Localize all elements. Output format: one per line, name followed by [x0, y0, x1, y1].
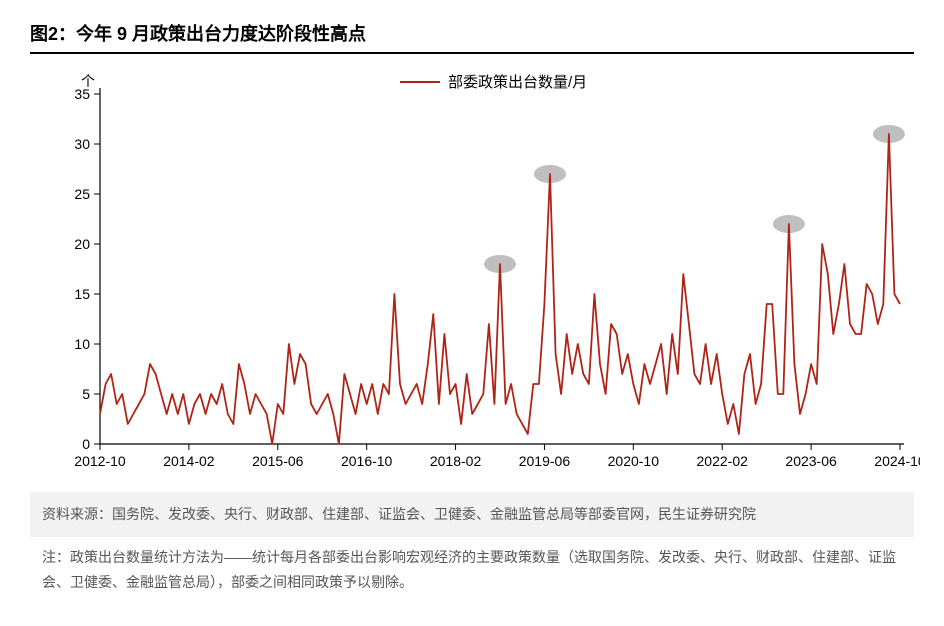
- line-chart: 05101520253035个2012-102014-022015-062016…: [30, 64, 920, 484]
- y-tick-label: 0: [82, 436, 90, 452]
- legend-label: 部委政策出台数量/月: [448, 74, 587, 91]
- y-unit-label: 个: [81, 73, 95, 89]
- x-tick-label: 2022-02: [697, 453, 749, 469]
- source-text: 资料来源：国务院、发改委、央行、财政部、住建部、证监会、卫健委、金融监管总局等部…: [42, 506, 756, 522]
- x-tick-label: 2020-10: [608, 453, 660, 469]
- x-tick-label: 2016-10: [341, 453, 393, 469]
- y-tick-label: 10: [74, 336, 90, 352]
- y-tick-label: 15: [74, 286, 90, 302]
- figure-title-row: 图2：今年 9 月政策出台力度达阶段性高点: [30, 20, 914, 54]
- source-block: 资料来源：国务院、发改委、央行、财政部、住建部、证监会、卫健委、金融监管总局等部…: [30, 492, 914, 537]
- y-tick-label: 30: [74, 136, 90, 152]
- y-tick-label: 20: [74, 236, 90, 252]
- x-tick-label: 2024-10: [874, 453, 920, 469]
- y-tick-label: 25: [74, 186, 90, 202]
- x-tick-label: 2018-02: [430, 453, 482, 469]
- x-tick-label: 2015-06: [252, 453, 304, 469]
- x-tick-label: 2019-06: [519, 453, 571, 469]
- chart-container: 05101520253035个2012-102014-022015-062016…: [30, 64, 914, 484]
- x-tick-label: 2012-10: [74, 453, 126, 469]
- x-tick-label: 2023-06: [785, 453, 837, 469]
- figure-title: 图2：今年 9 月政策出台力度达阶段性高点: [30, 24, 366, 44]
- x-tick-label: 2014-02: [163, 453, 215, 469]
- note-text: 注：政策出台数量统计方法为——统计每月各部委出台影响宏观经济的主要政策数量（选取…: [42, 549, 896, 590]
- y-tick-label: 5: [82, 386, 90, 402]
- note-block: 注：政策出台数量统计方法为——统计每月各部委出台影响宏观经济的主要政策数量（选取…: [30, 537, 914, 595]
